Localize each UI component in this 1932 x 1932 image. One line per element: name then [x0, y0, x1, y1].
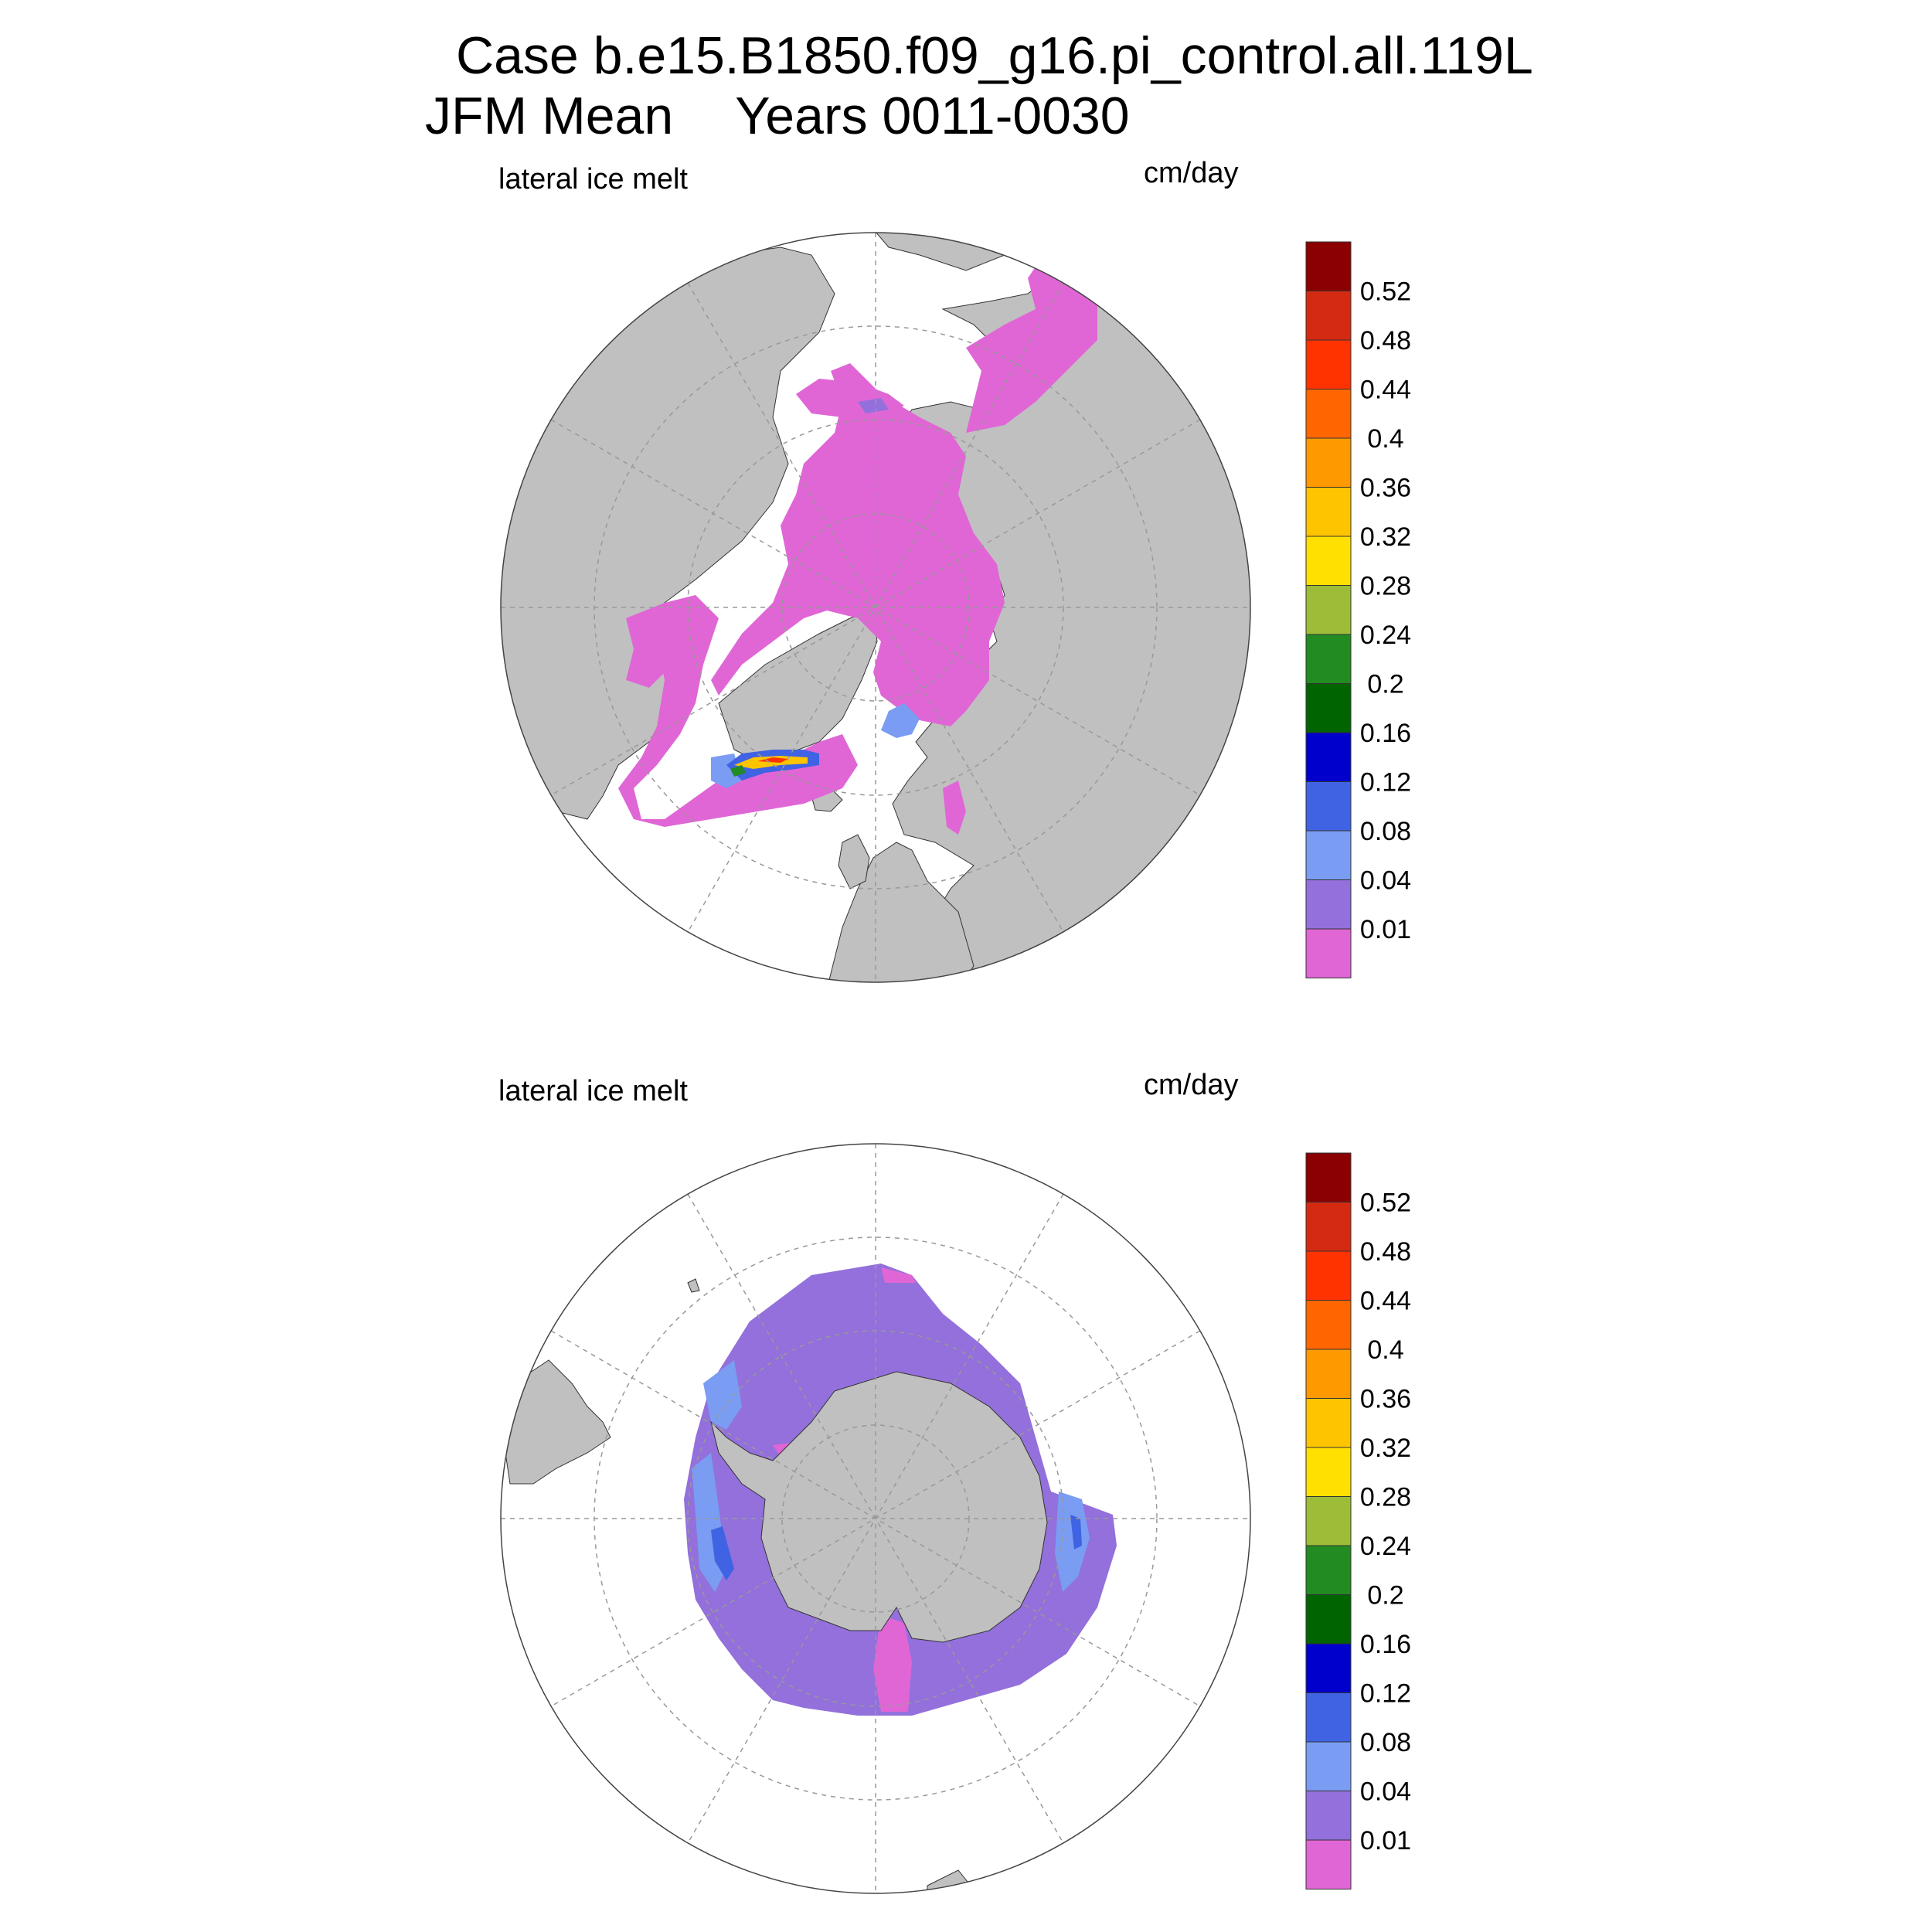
south-colorbar: 0.52 0.48 0.44 0.4 0.36 0.32 0.28 0.24 0.2 0.16 0.… — [1305, 1152, 1411, 1889]
south-colorbar-swatch-3 — [1305, 1300, 1352, 1350]
north-colorbar-swatch-14 — [1305, 928, 1352, 978]
south-polar-map — [500, 1143, 1251, 1894]
south-colorbar-swatch-4 — [1305, 1349, 1352, 1399]
years-label: Years 0011-0030 — [735, 87, 1130, 145]
north-colorbar-label-9: 0.16 — [1360, 719, 1411, 748]
north-melt-hotspot-green — [730, 765, 746, 777]
south-melt-fringe-west-dark — [711, 1526, 734, 1580]
south-colorbar-swatch-5 — [1305, 1398, 1352, 1448]
north-colorbar-label-3: 0.4 — [1367, 424, 1403, 454]
south-colorbar-label-11: 0.08 — [1360, 1728, 1411, 1757]
north-colorbar: 0.52 0.48 0.44 0.4 0.36 0.32 0.28 0.24 0.2 0.16 0.… — [1305, 241, 1411, 978]
north-colorbar-swatch-9 — [1305, 683, 1352, 733]
north-colorbar-swatch-0 — [1305, 241, 1352, 291]
north-colorbar-label-4: 0.36 — [1360, 474, 1411, 503]
south-colorbar-label-1: 0.48 — [1360, 1237, 1411, 1267]
north-melt-fringe-bering — [858, 398, 889, 413]
south-colorbar-label-6: 0.28 — [1360, 1483, 1411, 1512]
north-colorbar-label-6: 0.28 — [1360, 572, 1411, 601]
south-colorbar-label-12: 0.04 — [1360, 1777, 1411, 1807]
north-colorbar-swatch-5 — [1305, 487, 1352, 537]
south-graticule — [501, 1144, 1250, 1893]
south-colorbar-swatch-2 — [1305, 1250, 1352, 1301]
plot-title-case: Case b.e15.B1850.f09_g16.pi_control.all.… — [456, 26, 1533, 85]
north-colorbar-swatch-7 — [1305, 585, 1352, 635]
north-melt-baffin-labrador — [618, 595, 858, 827]
south-colorbar-label-4: 0.36 — [1360, 1385, 1411, 1414]
north-colorbar-label-13: 0.01 — [1360, 915, 1411, 944]
south-land-south-america — [501, 1359, 611, 1485]
north-melt-hotspot-red — [757, 757, 788, 763]
south-colorbar-label-7: 0.24 — [1360, 1532, 1411, 1561]
south-colorbar-label-10: 0.12 — [1360, 1679, 1411, 1709]
north-colorbar-swatch-10 — [1305, 732, 1352, 782]
south-colorbar-label-9: 0.16 — [1360, 1630, 1411, 1659]
north-graticule — [501, 233, 1250, 982]
north-colorbar-label-5: 0.32 — [1360, 522, 1411, 552]
south-colorbar-swatch-1 — [1305, 1202, 1352, 1252]
north-melt-barents-kara — [966, 240, 1097, 433]
north-land-british-isles — [838, 834, 870, 889]
south-colorbar-swatch-12 — [1305, 1741, 1352, 1791]
south-melt-fringe-weddell — [703, 1360, 742, 1430]
south-map-border — [500, 1143, 1251, 1894]
season-label: JFM Mean — [425, 87, 674, 145]
south-colorbar-swatch-13 — [1305, 1791, 1352, 1841]
south-colorbar-swatch-10 — [1305, 1643, 1352, 1693]
north-colorbar-swatch-3 — [1305, 389, 1352, 439]
south-colorbar-swatch-14 — [1305, 1839, 1352, 1889]
south-colorbar-label-8: 0.2 — [1367, 1581, 1403, 1611]
north-melt-baltic — [943, 781, 966, 835]
south-colorbar-swatch-9 — [1305, 1594, 1352, 1645]
south-melt-pink-north — [881, 1267, 916, 1283]
north-colorbar-label-12: 0.04 — [1360, 866, 1411, 896]
north-map-border — [500, 232, 1251, 983]
north-colorbar-swatch-12 — [1305, 830, 1352, 880]
plot-title-period: JFM Mean Years 0011-0030 — [425, 90, 1130, 142]
north-colorbar-swatch-11 — [1305, 781, 1352, 832]
north-melt-fringe-greenland-sea — [881, 703, 920, 738]
south-land-antarctica — [710, 1371, 1048, 1643]
south-colorbar-label-2: 0.44 — [1360, 1287, 1411, 1316]
north-melt-arctic-basin — [711, 363, 1005, 726]
south-land-island — [687, 1278, 700, 1293]
north-colorbar-swatch-1 — [1305, 291, 1352, 341]
north-colorbar-label-11: 0.08 — [1360, 817, 1411, 846]
north-colorbar-label-0: 0.52 — [1360, 277, 1411, 307]
south-colorbar-swatch-6 — [1305, 1447, 1352, 1497]
north-colorbar-label-2: 0.44 — [1360, 376, 1411, 405]
north-colorbar-swatch-8 — [1305, 634, 1352, 684]
south-colorbar-swatch-8 — [1305, 1545, 1352, 1595]
north-colorbar-label-10: 0.12 — [1360, 768, 1411, 798]
north-colorbar-swatch-2 — [1305, 339, 1352, 389]
north-colorbar-swatch-13 — [1305, 879, 1352, 930]
north-units-label: cm/day — [1144, 157, 1239, 189]
north-colorbar-swatch-6 — [1305, 536, 1352, 586]
north-colorbar-label-8: 0.2 — [1367, 670, 1403, 699]
north-melt-hudson-bay — [626, 603, 672, 688]
south-colorbar-label-3: 0.4 — [1367, 1335, 1403, 1365]
north-colorbar-label-7: 0.24 — [1360, 621, 1411, 650]
south-colorbar-swatch-0 — [1305, 1152, 1352, 1202]
north-field-label: lateral ice melt — [498, 163, 688, 196]
north-colorbar-swatch-4 — [1305, 437, 1352, 488]
south-colorbar-label-0: 0.52 — [1360, 1189, 1411, 1218]
south-field-label: lateral ice melt — [498, 1075, 688, 1107]
south-melt-fringe-east-dark — [1070, 1515, 1082, 1549]
south-colorbar-swatch-11 — [1305, 1692, 1352, 1743]
south-colorbar-label-13: 0.01 — [1360, 1826, 1411, 1855]
north-colorbar-label-1: 0.48 — [1360, 326, 1411, 355]
north-melt-hotspot-core — [734, 756, 808, 769]
south-melt-pink-ross — [873, 1615, 912, 1712]
south-melt-fringe-east — [1055, 1492, 1090, 1592]
south-colorbar-swatch-7 — [1305, 1496, 1352, 1546]
south-colorbar-label-5: 0.32 — [1360, 1434, 1411, 1463]
south-units-label: cm/day — [1144, 1069, 1239, 1101]
north-polar-map — [500, 232, 1251, 983]
